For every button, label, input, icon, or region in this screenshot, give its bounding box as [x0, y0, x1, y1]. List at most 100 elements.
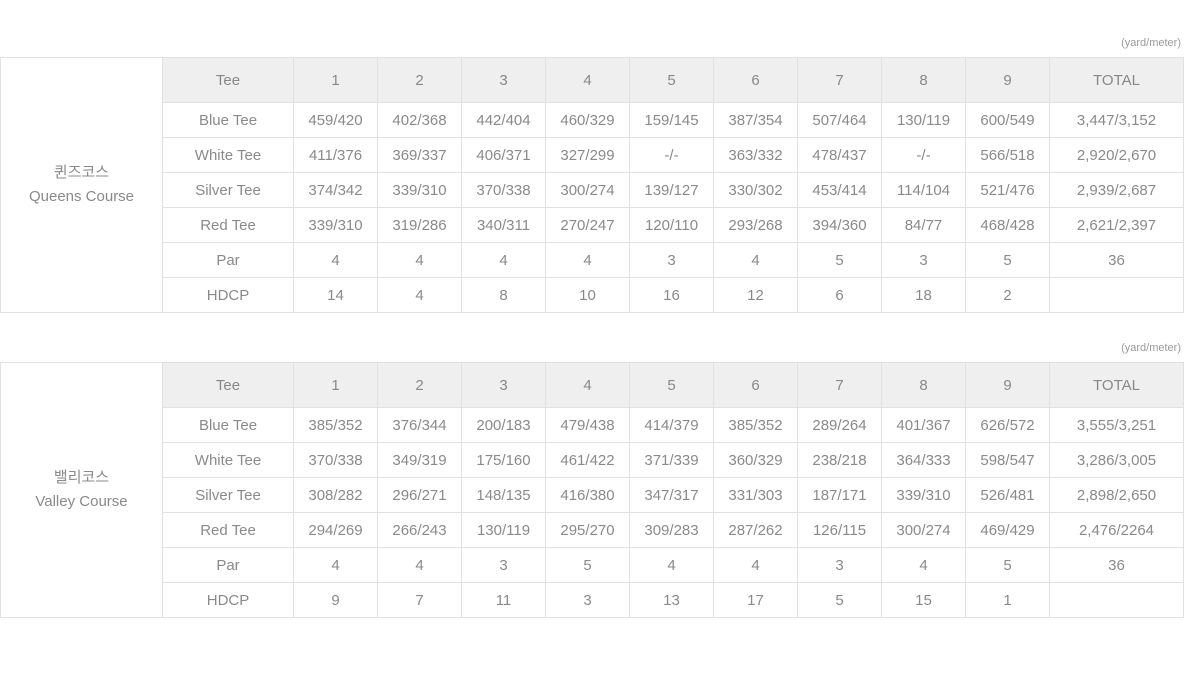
- column-header: 3: [461, 362, 546, 408]
- hole-cell: 349/319: [377, 442, 462, 478]
- hole-cell: 468/428: [965, 207, 1050, 243]
- hole-cell: 159/145: [629, 102, 714, 138]
- total-cell: 36: [1049, 547, 1184, 583]
- column-header: 1: [293, 362, 378, 408]
- hole-cell: 266/243: [377, 512, 462, 548]
- hole-cell: 374/342: [293, 172, 378, 208]
- hole-cell: 8: [461, 277, 546, 313]
- hole-cell: 2: [965, 277, 1050, 313]
- column-header: 2: [377, 57, 462, 103]
- hole-cell: 300/274: [881, 512, 966, 548]
- course-name-cell: 밸리코스 Valley Course: [0, 362, 163, 618]
- course-tables-container: (yard/meter) 퀸즈코스 Queens Course Tee 1 2 3 4 5 6 7 8…: [0, 34, 1196, 618]
- hole-cell: 175/160: [461, 442, 546, 478]
- hole-cell: 442/404: [461, 102, 546, 138]
- hole-cell: 294/269: [293, 512, 378, 548]
- hole-cell: 5: [965, 242, 1050, 278]
- hole-cell: 4: [629, 547, 714, 583]
- hole-cell: 339/310: [377, 172, 462, 208]
- column-header: Tee: [162, 57, 294, 103]
- scorecard-table: 퀸즈코스 Queens Course Tee 1 2 3 4 5 6 7 8 9 TOTAL Blue T…: [0, 57, 1184, 313]
- total-cell: [1049, 582, 1184, 618]
- course-section: (yard/meter) 밸리코스 Valley Course Tee 1 2 3 4 5 6 7 8…: [0, 339, 1184, 618]
- hole-cell: 598/547: [965, 442, 1050, 478]
- hole-cell: 385/352: [713, 407, 798, 443]
- total-cell: 3,555/3,251: [1049, 407, 1184, 443]
- hole-cell: 10: [545, 277, 630, 313]
- hole-cell: 287/262: [713, 512, 798, 548]
- hole-cell: 4: [377, 277, 462, 313]
- hole-cell: 4: [293, 242, 378, 278]
- row-label: HDCP: [162, 582, 294, 618]
- hole-cell: 4: [377, 547, 462, 583]
- hole-cell: 309/283: [629, 512, 714, 548]
- row-label: Silver Tee: [162, 172, 294, 208]
- hole-cell: 4: [293, 547, 378, 583]
- hole-cell: 411/376: [293, 137, 378, 173]
- tee-row-blue-tee: Blue Tee 385/352 376/344 200/183 479/438 414/…: [1, 407, 1184, 443]
- column-header: TOTAL: [1049, 362, 1184, 408]
- column-header: 9: [965, 362, 1050, 408]
- hole-cell: 339/310: [881, 477, 966, 513]
- total-cell: 2,476/2264: [1049, 512, 1184, 548]
- hole-cell: 238/218: [797, 442, 882, 478]
- row-label: Red Tee: [162, 207, 294, 243]
- hole-cell: 270/247: [545, 207, 630, 243]
- column-header: 4: [545, 57, 630, 103]
- hole-cell: 370/338: [461, 172, 546, 208]
- hole-cell: 308/282: [293, 477, 378, 513]
- total-cell: 2,898/2,650: [1049, 477, 1184, 513]
- hole-cell: 18: [881, 277, 966, 313]
- hole-cell: 5: [965, 547, 1050, 583]
- course-section: (yard/meter) 퀸즈코스 Queens Course Tee 1 2 3 4 5 6 7 8…: [0, 34, 1184, 313]
- hole-cell: 4: [545, 242, 630, 278]
- hole-cell: 479/438: [545, 407, 630, 443]
- hole-cell: 376/344: [377, 407, 462, 443]
- hole-cell: 600/549: [965, 102, 1050, 138]
- hole-cell: 387/354: [713, 102, 798, 138]
- hole-cell: 14: [293, 277, 378, 313]
- hole-cell: 289/264: [797, 407, 882, 443]
- hole-cell: 371/339: [629, 442, 714, 478]
- hole-cell: 327/299: [545, 137, 630, 173]
- hole-cell: 339/310: [293, 207, 378, 243]
- column-header: 5: [629, 362, 714, 408]
- row-label: Blue Tee: [162, 102, 294, 138]
- hole-cell: 17: [713, 582, 798, 618]
- tee-row-silver-tee: Silver Tee 308/282 296/271 148/135 416/380 34…: [1, 477, 1184, 513]
- hole-cell: 319/286: [377, 207, 462, 243]
- hole-cell: 3: [797, 547, 882, 583]
- unit-label: (yard/meter): [1121, 342, 1181, 354]
- hole-cell: 3: [881, 242, 966, 278]
- course-name-cell: 퀸즈코스 Queens Course: [0, 57, 163, 313]
- hole-cell: 406/371: [461, 137, 546, 173]
- hole-cell: 3: [629, 242, 714, 278]
- hole-cell: 4: [377, 242, 462, 278]
- scorecard-table: 밸리코스 Valley Course Tee 1 2 3 4 5 6 7 8 9 TOTAL Blue T…: [0, 362, 1184, 618]
- row-label: HDCP: [162, 277, 294, 313]
- column-header: 8: [881, 362, 966, 408]
- hole-cell: 16: [629, 277, 714, 313]
- row-label: White Tee: [162, 442, 294, 478]
- row-label: Blue Tee: [162, 407, 294, 443]
- total-cell: 2,920/2,670: [1049, 137, 1184, 173]
- hole-cell: 130/119: [881, 102, 966, 138]
- hole-cell: 6: [797, 277, 882, 313]
- total-cell: 3,447/3,152: [1049, 102, 1184, 138]
- hole-cell: 296/271: [377, 477, 462, 513]
- column-header: TOTAL: [1049, 57, 1184, 103]
- hole-cell: 4: [881, 547, 966, 583]
- tee-row-hdcp: HDCP 14 4 8 10 16 12 6 18 2: [1, 277, 1184, 313]
- hole-cell: 330/302: [713, 172, 798, 208]
- column-header: 2: [377, 362, 462, 408]
- hole-cell: 526/481: [965, 477, 1050, 513]
- hole-cell: 200/183: [461, 407, 546, 443]
- tee-row-white-tee: White Tee 411/376 369/337 406/371 327/299 -/-…: [1, 137, 1184, 173]
- row-label: Red Tee: [162, 512, 294, 548]
- hole-cell: 1: [965, 582, 1050, 618]
- hole-cell: 360/329: [713, 442, 798, 478]
- hole-cell: 300/274: [545, 172, 630, 208]
- course-name-kr: 퀸즈코스: [53, 164, 110, 181]
- hole-cell: 394/360: [797, 207, 882, 243]
- column-header: 7: [797, 57, 882, 103]
